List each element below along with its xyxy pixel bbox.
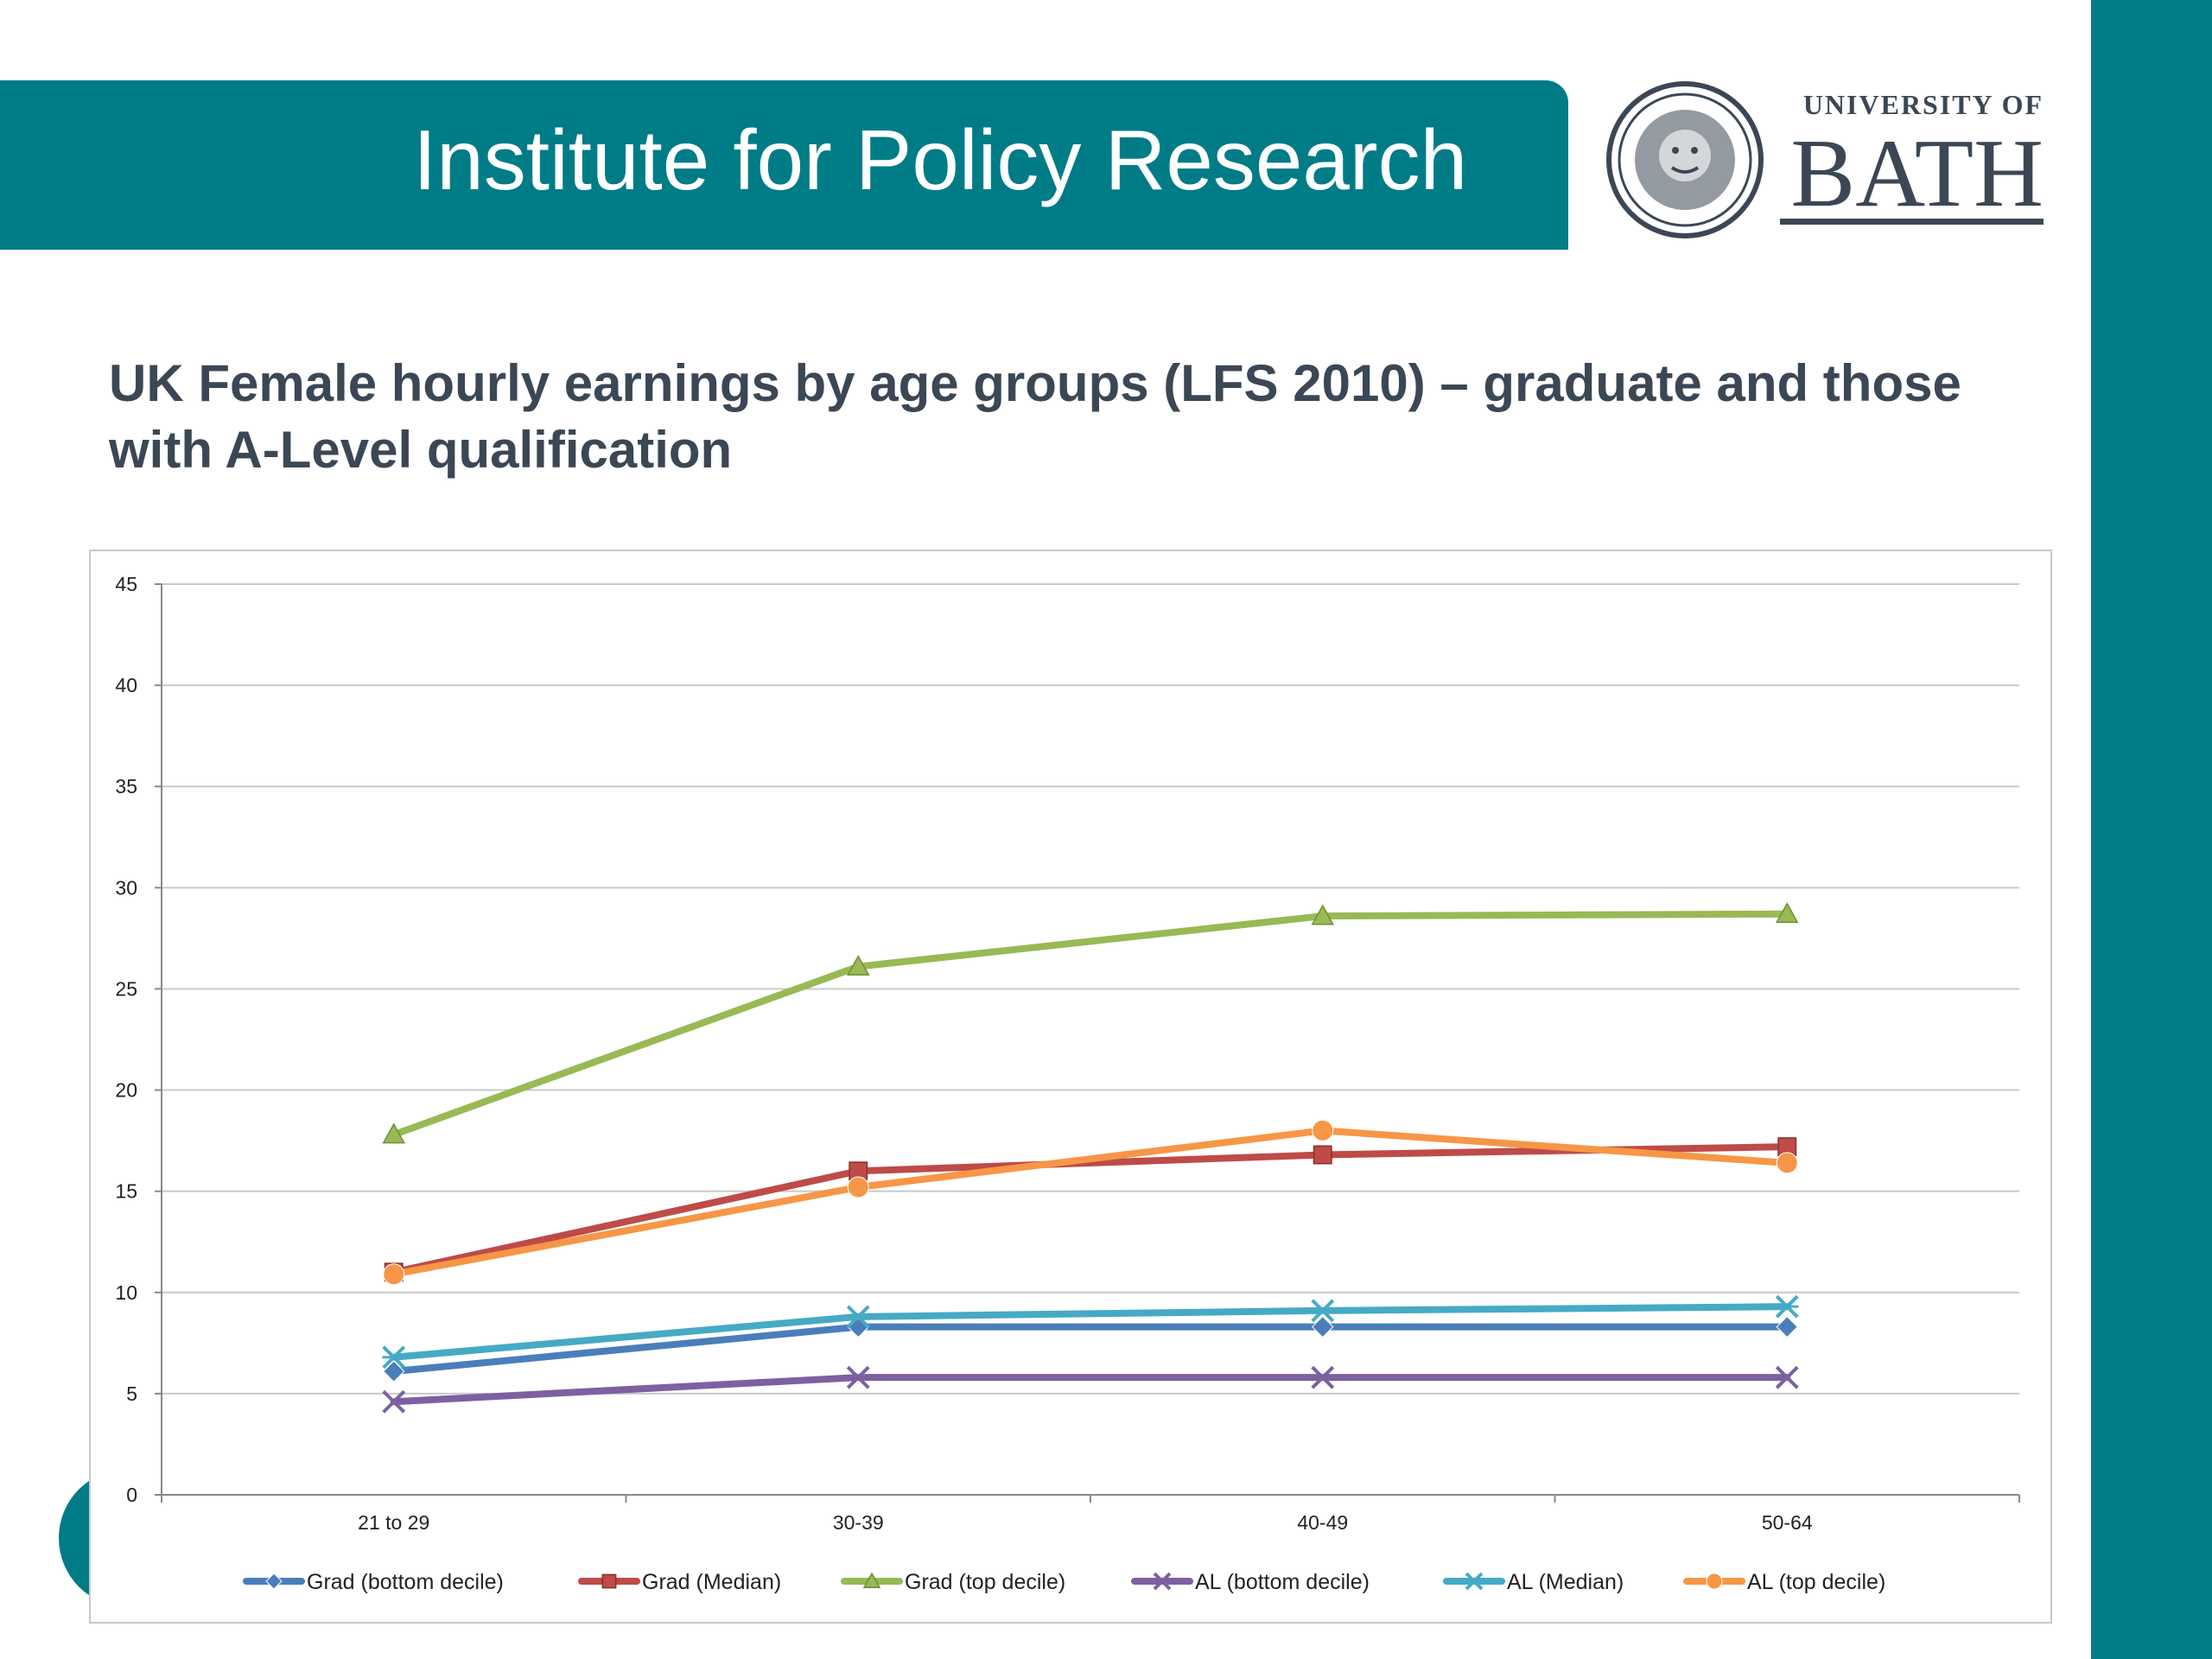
university-of-bath-logo: UNIVERSITY OF BATH xyxy=(1606,81,2044,238)
legend-label: Grad (Median) xyxy=(642,1570,781,1594)
data-point-stroke xyxy=(846,1365,870,1389)
data-point xyxy=(846,1365,870,1389)
data-point xyxy=(1312,1315,1334,1338)
data-point-stroke xyxy=(1311,1365,1335,1389)
logo-text-top: UNIVERSITY OF xyxy=(1803,89,2044,120)
data-point xyxy=(265,1573,283,1590)
data-point xyxy=(383,1263,405,1286)
legend-item: Grad (Median) xyxy=(578,1570,781,1594)
logo-text-main: BATH xyxy=(1791,120,2044,227)
data-point xyxy=(382,1345,406,1370)
series xyxy=(383,1315,1798,1382)
data-point xyxy=(1776,1152,1798,1174)
data-point xyxy=(1312,1119,1334,1141)
data-point xyxy=(383,1360,405,1382)
legend-item: AL (top decile) xyxy=(1683,1570,1885,1594)
data-point xyxy=(1776,1315,1798,1338)
data-point xyxy=(1311,1365,1335,1389)
data-point-stroke xyxy=(382,1389,406,1414)
legend-label: Grad (bottom decile) xyxy=(307,1570,504,1594)
y-tick-label: 35 xyxy=(115,775,137,798)
data-point xyxy=(1311,904,1335,925)
y-tick-label: 25 xyxy=(115,977,137,1000)
y-tick-label: 5 xyxy=(126,1382,137,1405)
data-point xyxy=(1775,1365,1799,1389)
data-point xyxy=(1706,1573,1723,1590)
series-line xyxy=(390,910,1791,1139)
data-point xyxy=(1153,1572,1172,1591)
slide-heading: UK Female hourly earnings by age groups … xyxy=(109,354,1961,479)
data-point xyxy=(862,1572,881,1588)
seal-icon xyxy=(1606,81,1764,238)
data-point-stroke xyxy=(1775,1365,1799,1389)
y-tick-label: 40 xyxy=(115,674,137,696)
legend-label: AL (Median) xyxy=(1507,1570,1624,1594)
data-point xyxy=(1465,1572,1484,1591)
series xyxy=(383,1119,1798,1286)
data-point xyxy=(847,1176,869,1198)
y-tick-label: 20 xyxy=(115,1079,137,1102)
legend-item: Grad (top decile) xyxy=(841,1570,1065,1594)
x-tick-label: 21 to 29 xyxy=(358,1511,429,1534)
series-line xyxy=(390,1323,1791,1376)
series xyxy=(382,902,1799,1144)
y-tick-label: 30 xyxy=(115,876,137,899)
header-band xyxy=(0,80,1568,250)
data-point-stroke xyxy=(1153,1572,1172,1591)
legend-label: AL (top decile) xyxy=(1747,1570,1885,1594)
data-point xyxy=(1313,1145,1332,1165)
data-point xyxy=(846,955,870,976)
y-tick-label: 15 xyxy=(115,1180,137,1203)
data-point xyxy=(1311,1299,1335,1323)
series-line xyxy=(390,1303,1791,1361)
x-tick-label: 50-64 xyxy=(1762,1511,1813,1534)
data-point xyxy=(382,1122,406,1144)
chart-panel: 0 5 10 15 20 25 30 35 40 45 21 to 29 30-39 40-49 50-6… xyxy=(89,550,2052,1624)
header-title: Institute for Policy Research xyxy=(413,112,1468,207)
data-point xyxy=(1775,902,1799,924)
right-accent-bar xyxy=(2091,0,2212,1659)
data-point xyxy=(382,1389,406,1414)
series-line xyxy=(390,1374,1791,1406)
series xyxy=(382,1294,1799,1370)
legend-label: AL (bottom decile) xyxy=(1195,1570,1370,1594)
legend-label: Grad (top decile) xyxy=(905,1570,1065,1594)
line-chart: 0 5 10 15 20 25 30 35 40 45 21 to 29 30-39 40-49 50-6… xyxy=(115,573,2020,1594)
y-tick-label: 10 xyxy=(115,1281,137,1304)
data-point xyxy=(1775,1294,1799,1319)
series-line xyxy=(390,1143,1791,1276)
y-tick-label: 45 xyxy=(115,573,137,595)
legend-item: Grad (bottom decile) xyxy=(243,1570,504,1594)
logo-underline xyxy=(1780,219,2044,225)
x-tick-label: 30-39 xyxy=(833,1511,884,1534)
data-point xyxy=(846,1305,870,1329)
series-line xyxy=(390,1127,1791,1278)
data-point xyxy=(601,1573,617,1589)
legend-item: AL (Median) xyxy=(1443,1570,1624,1594)
series xyxy=(382,1365,1799,1414)
y-tick-label: 0 xyxy=(126,1484,137,1506)
legend-item: AL (bottom decile) xyxy=(1131,1570,1370,1594)
x-tick-label: 40-49 xyxy=(1297,1511,1348,1534)
